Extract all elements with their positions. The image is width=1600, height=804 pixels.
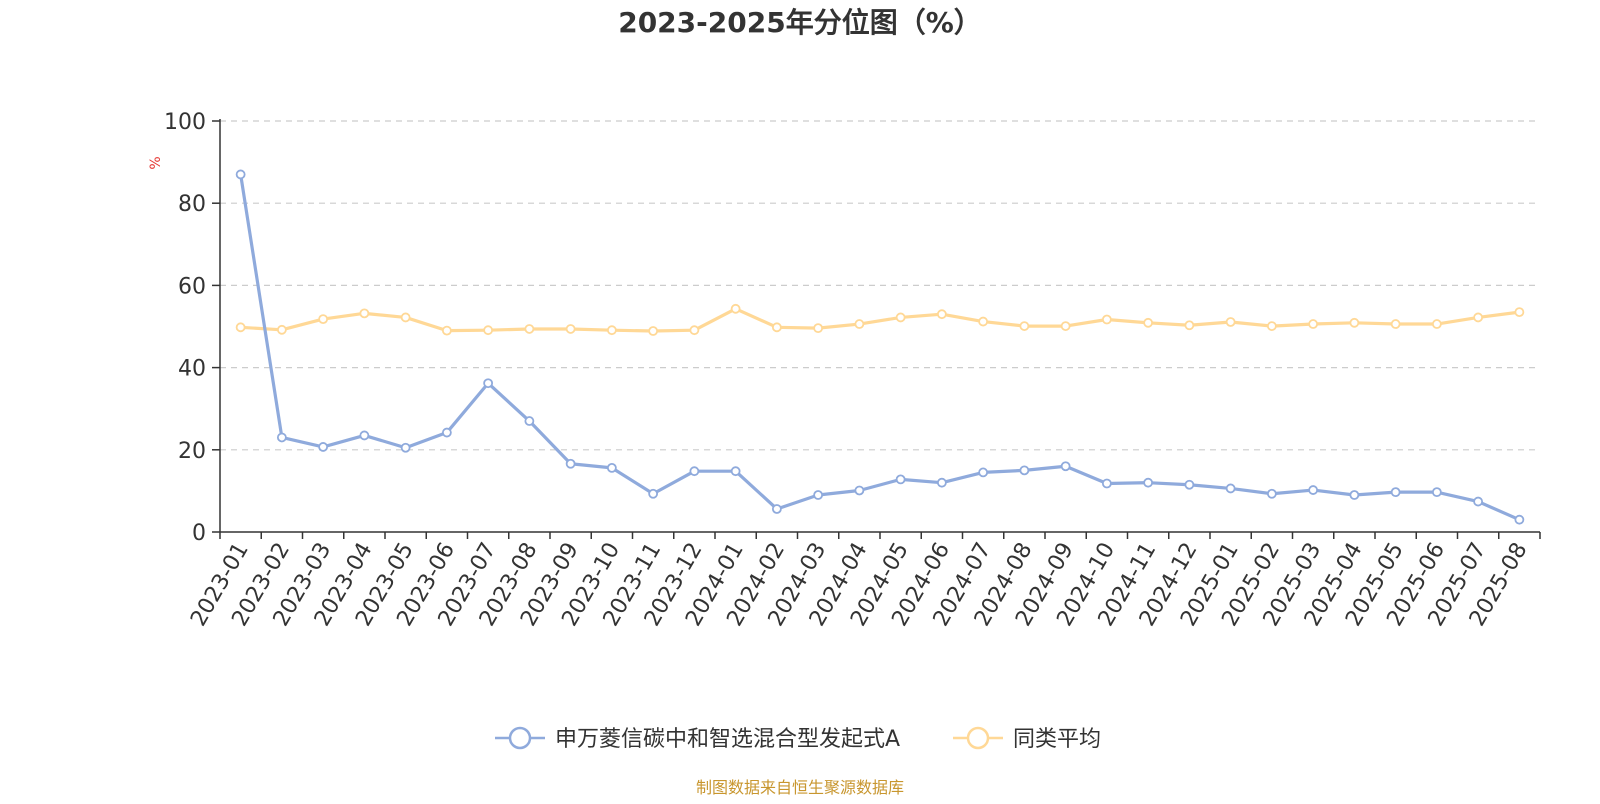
data-point[interactable]	[1101, 478, 1112, 489]
data-point[interactable]	[1431, 319, 1442, 329]
data-point[interactable]	[978, 316, 989, 327]
data-point[interactable]	[1101, 314, 1112, 325]
y-tick-label: 40	[178, 357, 206, 382]
data-point[interactable]	[1349, 317, 1360, 328]
data-point[interactable]	[441, 427, 452, 438]
data-point[interactable]	[771, 322, 782, 333]
series-line	[239, 174, 1521, 522]
data-point[interactable]	[359, 430, 370, 441]
data-point[interactable]	[648, 326, 659, 336]
data-point[interactable]	[1266, 321, 1277, 331]
y-tick-label: 0	[192, 521, 206, 546]
data-point[interactable]	[936, 309, 947, 320]
data-point[interactable]	[730, 466, 741, 477]
legend-item-1[interactable]: 同类平均	[953, 726, 1101, 752]
data-point[interactable]	[1514, 307, 1525, 318]
data-point[interactable]	[524, 324, 535, 334]
y-axis-unit-label: %	[148, 156, 164, 169]
data-point[interactable]	[1184, 479, 1195, 490]
legend-label: 同类平均	[1013, 727, 1101, 752]
data-point[interactable]	[771, 504, 782, 514]
data-point[interactable]	[318, 442, 329, 452]
data-point[interactable]	[235, 169, 246, 180]
legend[interactable]: 申万菱信碳中和智选混合型发起式A 同类平均	[495, 726, 1101, 752]
series-0	[235, 169, 1525, 525]
series-1	[235, 303, 1525, 336]
gridlines	[220, 120, 1540, 451]
data-point[interactable]	[1060, 321, 1071, 331]
data-point[interactable]	[276, 432, 287, 443]
data-point[interactable]	[400, 312, 411, 323]
data-point[interactable]	[359, 308, 370, 319]
data-point[interactable]	[895, 312, 906, 323]
data-point[interactable]	[1308, 485, 1319, 495]
data-point[interactable]	[565, 324, 576, 334]
data-point[interactable]	[936, 477, 947, 488]
data-point[interactable]	[483, 325, 494, 336]
data-point[interactable]	[318, 314, 329, 325]
data-point[interactable]	[1308, 319, 1319, 329]
data-point[interactable]	[1019, 465, 1030, 476]
data-point[interactable]	[689, 466, 700, 477]
data-point[interactable]	[524, 416, 535, 426]
data-point[interactable]	[606, 462, 617, 473]
data-point[interactable]	[565, 458, 576, 469]
data-point[interactable]	[1390, 487, 1401, 498]
legend-item-0[interactable]: 申万菱信碳中和智选混合型发起式A	[495, 726, 900, 752]
data-point[interactable]	[1143, 317, 1154, 328]
data-point[interactable]	[813, 490, 824, 500]
data-point[interactable]	[400, 442, 411, 453]
data-point[interactable]	[441, 325, 452, 336]
data-point[interactable]	[1349, 490, 1360, 500]
series-lines	[235, 169, 1525, 525]
axes: 0204060801002023-012023-022023-032023-04…	[164, 110, 1541, 631]
legend-label: 申万菱信碳中和智选混合型发起式A	[555, 727, 900, 752]
data-point[interactable]	[1514, 514, 1525, 525]
data-point[interactable]	[1266, 488, 1277, 499]
data-point[interactable]	[1060, 461, 1071, 472]
legend-marker	[966, 726, 990, 750]
data-point[interactable]	[483, 378, 494, 389]
y-tick-label: 80	[178, 192, 206, 217]
data-point[interactable]	[895, 474, 906, 485]
data-point[interactable]	[689, 325, 700, 336]
data-point[interactable]	[1143, 477, 1154, 488]
data-point[interactable]	[606, 325, 617, 336]
data-point[interactable]	[235, 322, 246, 333]
data-point[interactable]	[854, 319, 865, 329]
chart-title: 2023-2025年分位图（%）	[618, 6, 982, 39]
data-point[interactable]	[648, 488, 659, 499]
data-point[interactable]	[1390, 319, 1401, 329]
y-tick-label: 20	[178, 439, 206, 464]
data-point[interactable]	[978, 467, 989, 478]
y-tick-label: 60	[178, 274, 206, 299]
data-point[interactable]	[1431, 487, 1442, 498]
data-point[interactable]	[1473, 496, 1484, 507]
y-tick-label: 100	[164, 110, 206, 135]
data-point[interactable]	[730, 303, 741, 314]
data-point[interactable]	[1225, 317, 1236, 327]
data-point[interactable]	[1473, 312, 1484, 323]
data-point[interactable]	[813, 323, 824, 334]
data-point[interactable]	[1225, 483, 1236, 494]
data-point[interactable]	[276, 324, 287, 335]
data-source-note: 制图数据来自恒生聚源数据库	[696, 778, 904, 797]
data-point[interactable]	[854, 485, 865, 496]
data-point[interactable]	[1184, 320, 1195, 331]
series-line	[240, 307, 1520, 333]
data-point[interactable]	[1019, 321, 1030, 331]
legend-marker	[508, 726, 532, 750]
